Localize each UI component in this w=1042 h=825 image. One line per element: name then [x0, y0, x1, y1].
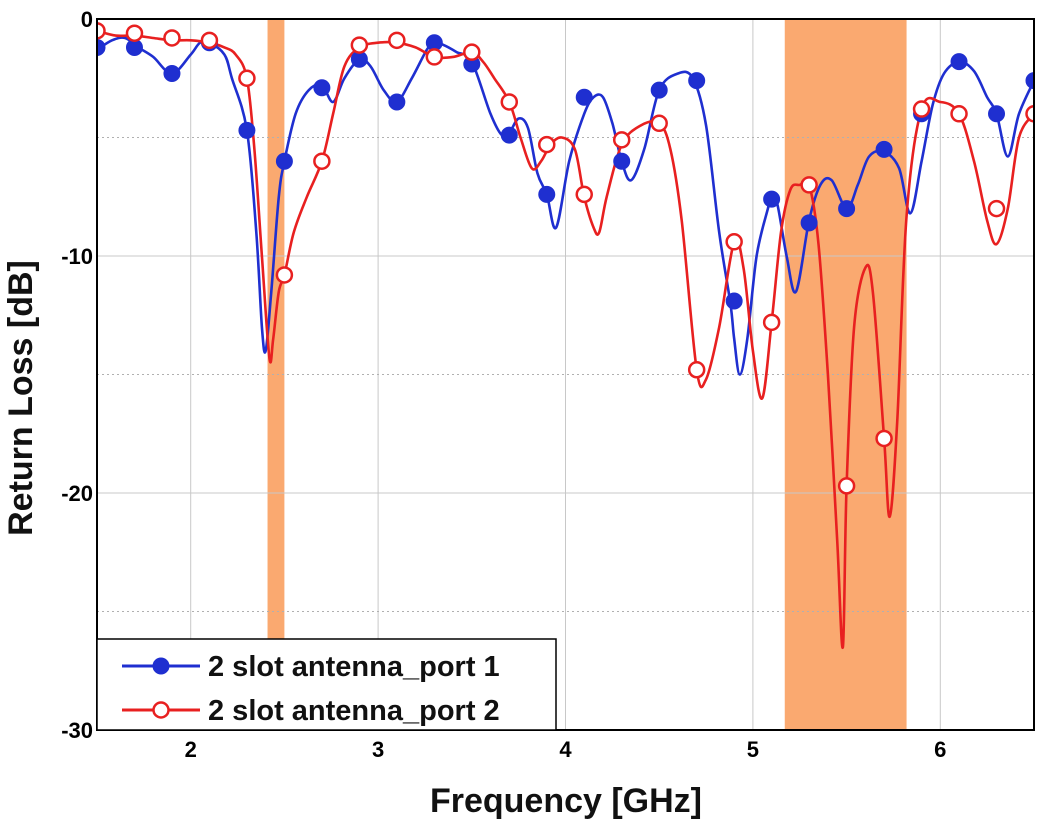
marker-port-1-point-5 — [238, 121, 256, 139]
marker-port-2-point-13 — [538, 135, 556, 154]
marker-port-2-point-3 — [163, 29, 181, 47]
highlight-bands — [267, 19, 907, 730]
marker-port-2-point-16 — [650, 114, 668, 133]
x-tick-labels: 2 3 4 5 6 — [185, 737, 947, 762]
marker-port-2-point-5 — [238, 69, 256, 87]
marker-port-2-point-4 — [200, 31, 219, 50]
marker-port-1-point-9 — [388, 93, 406, 111]
marker-port-1-point-1 — [97, 38, 106, 56]
marker-port-1-point-17 — [688, 72, 706, 90]
marker-port-2-point-11 — [463, 43, 481, 61]
x-tick-label-1: 2 — [185, 737, 197, 762]
x-tick-label-5: 6 — [934, 737, 946, 762]
marker-port-2-point-14 — [575, 185, 593, 204]
marker-port-1-point-22 — [875, 140, 893, 158]
marker-port-1-point-14 — [575, 88, 593, 106]
x-tick-label-2: 3 — [372, 737, 384, 762]
marker-port-2-point-17 — [687, 361, 706, 379]
legend-box — [96, 638, 557, 731]
y-tick-label-2: -10 — [61, 244, 93, 269]
marker-port-1-point-7 — [313, 79, 331, 97]
marker-port-2-point-1 — [97, 22, 106, 40]
marker-port-1-point-26 — [1025, 72, 1034, 90]
x-tick-label-3: 4 — [559, 737, 572, 762]
marker-port-2-point-20 — [800, 176, 818, 194]
y-tick-label-3: -20 — [61, 481, 93, 506]
marker-port-2-point-9 — [388, 31, 406, 50]
marker-port-1-point-13 — [538, 185, 556, 203]
marker-port-1-point-16 — [650, 81, 668, 99]
legend-label-port-1: 2 slot antenna_port 1 — [208, 651, 500, 683]
marker-port-1-point-8 — [350, 50, 368, 68]
legend: 2 slot antenna_port 1 2 slot antenna_por… — [96, 638, 557, 731]
plot-frame — [96, 18, 1035, 731]
marker-port-2-point-18 — [725, 233, 743, 251]
marker-port-2-point-7 — [313, 152, 331, 170]
marker-port-2-point-26 — [1025, 105, 1034, 123]
marker-port-2-point-6 — [275, 266, 294, 284]
marker-port-2-point-23 — [912, 100, 931, 118]
highlight-band-1 — [267, 19, 285, 730]
marker-port-1-point-18 — [725, 292, 743, 310]
marker-port-2-point-2 — [125, 24, 144, 42]
marker-port-2-point-19 — [762, 313, 781, 332]
marker-port-1-point-6 — [275, 152, 293, 170]
y-tick-labels: 0 -10 -20 -30 — [61, 7, 93, 743]
marker-port-2-point-21 — [837, 477, 856, 495]
marker-port-1-point-2 — [125, 38, 143, 56]
legend-marker-port-1 — [152, 657, 170, 675]
marker-port-1-point-12 — [500, 126, 518, 144]
highlight-band-2 — [784, 19, 907, 730]
marker-port-2-point-8 — [350, 36, 369, 54]
y-tick-label-1: 0 — [81, 7, 93, 32]
marker-port-2-point-24 — [950, 105, 968, 123]
marker-port-2-point-12 — [500, 93, 519, 111]
marker-port-1-point-10 — [425, 34, 443, 52]
legend-label-port-2: 2 slot antenna_port 2 — [208, 695, 500, 727]
marker-port-2-point-10 — [425, 48, 444, 66]
marker-port-2-point-25 — [987, 199, 1006, 218]
series-line-port-1 — [97, 36, 1034, 376]
x-axis-label: Frequency [GHz] — [430, 782, 702, 820]
y-tick-label-4: -30 — [61, 718, 93, 743]
marker-port-1-point-25 — [988, 105, 1006, 123]
series-layer — [97, 22, 1034, 649]
marker-port-1-point-20 — [800, 214, 818, 232]
marker-port-1-point-19 — [763, 190, 781, 208]
marker-port-2-point-22 — [875, 429, 893, 448]
marker-port-1-point-21 — [838, 200, 856, 218]
series-line-port-2 — [97, 29, 1034, 649]
marker-port-1-point-3 — [163, 65, 181, 83]
marker-port-1-point-15 — [613, 152, 631, 170]
legend-marker-port-2 — [152, 701, 170, 719]
marker-port-2-point-15 — [612, 131, 631, 149]
x-tick-label-4: 5 — [747, 737, 759, 762]
marker-port-1-point-24 — [950, 53, 968, 71]
y-axis-label: Return Loss [dB] — [2, 260, 40, 536]
